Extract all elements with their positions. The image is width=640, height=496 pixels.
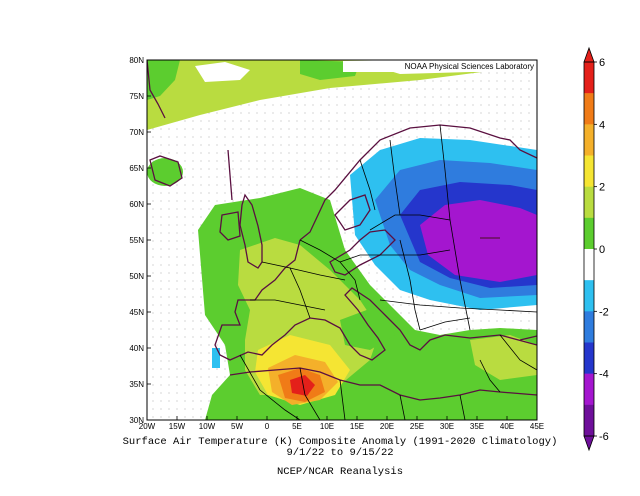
lon-label: 40E [500, 422, 514, 431]
colorbar-tick-label: 2 [599, 182, 605, 194]
colorbar-tick-label: -6 [599, 431, 609, 443]
caption-source: NCEP/NCAR Reanalysis [276, 466, 404, 478]
country-borders [239, 124, 537, 420]
colorbar-band [584, 404, 594, 437]
colorbar-tick-labels: 6 4 2 0 -2 -4 -6 [594, 57, 609, 443]
colorbar-band [584, 342, 594, 374]
lat-label: 40N [129, 344, 144, 353]
coastlines [147, 60, 537, 401]
axis-ticks [146, 59, 538, 421]
longitude-labels: 20W 15W 10W 5W 0 5E 10E 15E 20E 25E 30E 35E 40E 45E [139, 422, 544, 431]
colorbar-band [584, 155, 594, 187]
colorbar-band [584, 124, 594, 156]
lon-label: 10E [320, 422, 334, 431]
lon-label: 20E [380, 422, 394, 431]
colorbar-tick-label: -2 [599, 306, 609, 318]
map-plot-area: 80N 75N 70N 65N 60N 55N 50N 45N 40N 35N 30N 20W 15W… [129, 56, 544, 431]
colorbar-tick-label: 6 [599, 57, 605, 69]
colorbar-band [584, 249, 594, 281]
colorbar-band [584, 280, 594, 312]
lon-label: 20W [139, 422, 156, 431]
colorbar-tick-label: -4 [599, 369, 609, 381]
lon-label: 5E [292, 422, 302, 431]
lat-label: 75N [129, 92, 144, 101]
colorbar-band [584, 93, 594, 125]
latitude-labels: 80N 75N 70N 65N 60N 55N 50N 45N 40N 35N 30N [129, 56, 144, 425]
lon-label: 45E [530, 422, 544, 431]
lon-label: 30E [440, 422, 454, 431]
lon-label: 5W [231, 422, 243, 431]
lat-label: 30N [129, 416, 144, 425]
map-credit: NOAA Physical Sciences Laboratory [405, 62, 534, 71]
lon-label: 0 [265, 422, 270, 431]
lat-label: 70N [129, 128, 144, 137]
lat-label: 45N [129, 308, 144, 317]
colorbar-top-arrow [583, 46, 595, 63]
lat-label: 65N [129, 164, 144, 173]
colorbar-band [584, 311, 594, 343]
lon-label: 15W [169, 422, 186, 431]
lat-label: 80N [129, 56, 144, 65]
lon-label: 15E [350, 422, 364, 431]
lat-label: 55N [129, 236, 144, 245]
colorbar-band [584, 186, 594, 219]
lat-label: 50N [129, 272, 144, 281]
credit-box [343, 61, 536, 72]
lon-label: 25E [410, 422, 424, 431]
caption-date-range: 9/1/22 to 9/15/22 [286, 447, 394, 459]
caption-title: Surface Air Temperature (K) Composite An… [122, 436, 558, 448]
colorbar-band [584, 373, 594, 406]
colorbar: 6 4 2 0 -2 -4 -6 [583, 46, 609, 452]
colorbar-band [584, 217, 594, 250]
colorbar-tick-label: 0 [599, 244, 605, 256]
lat-label: 35N [129, 380, 144, 389]
lon-label: 10W [199, 422, 216, 431]
colorbar-band [584, 62, 594, 94]
lat-label: 60N [129, 200, 144, 209]
colorbar-tick-label: 4 [599, 119, 605, 131]
lon-label: 35E [470, 422, 484, 431]
colorbar-bands [584, 62, 594, 437]
